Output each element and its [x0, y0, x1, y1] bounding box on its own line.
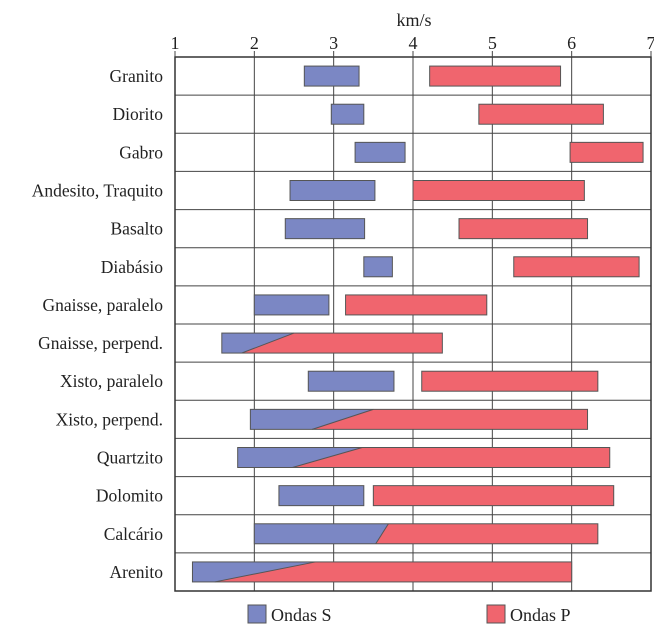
- bars: [191, 65, 644, 583]
- rock-label: Calcário: [104, 524, 164, 544]
- combined-bar-outline: [253, 523, 599, 545]
- rock-label: Diabásio: [101, 257, 163, 277]
- p-wave-bar: [292, 447, 610, 468]
- legend-label-ondas-s: Ondas S: [271, 605, 332, 625]
- s-wave-bar: [237, 447, 363, 468]
- p-wave-bar: [214, 561, 572, 582]
- combined-bar-outline: [237, 447, 611, 468]
- x-tick-label: 7: [647, 33, 654, 53]
- rock-label: Andesito, Traquito: [32, 181, 164, 201]
- p-wave-bar: [312, 409, 588, 430]
- p-wave-bar: [458, 218, 589, 240]
- s-wave-bar: [330, 103, 365, 125]
- x-tick-label: 1: [171, 33, 180, 53]
- rock-label: Gnaisse, perpend.: [38, 333, 163, 353]
- legend: Ondas S Ondas P: [247, 604, 571, 625]
- rock-label: Dolomito: [96, 486, 163, 506]
- x-tick-label: 3: [329, 33, 338, 53]
- rock-label: Arenito: [110, 562, 164, 582]
- p-wave-bar: [513, 256, 640, 278]
- grid: [174, 57, 652, 591]
- s-wave-bar: [289, 180, 376, 201]
- p-wave-bar: [421, 370, 599, 392]
- x-axis-title: km/s: [396, 10, 431, 30]
- rock-label: Granito: [110, 66, 164, 86]
- s-wave-bar: [354, 141, 406, 163]
- combined-bar-outline: [191, 561, 573, 583]
- p-wave-bar: [372, 485, 615, 507]
- x-tick-label: 5: [488, 33, 497, 53]
- p-wave-bar: [345, 294, 488, 316]
- p-wave-bar: [429, 65, 562, 87]
- combined-bar-outline: [249, 408, 589, 430]
- s-wave-bar: [250, 409, 374, 430]
- s-wave-bar: [303, 65, 360, 87]
- sp-divider: [375, 523, 389, 545]
- p-wave-bar: [412, 180, 585, 201]
- sp-divider: [214, 561, 316, 583]
- sp-divider: [241, 332, 295, 354]
- s-wave-bar: [254, 523, 389, 544]
- x-tick-label: 2: [250, 33, 259, 53]
- x-tick-label: 6: [567, 33, 576, 53]
- rock-label: Xisto, paralelo: [60, 371, 163, 391]
- s-wave-bar: [278, 485, 365, 507]
- s-wave-bar: [253, 294, 330, 316]
- s-wave-bar: [363, 256, 393, 278]
- rock-label: Gnaisse, paralelo: [42, 295, 163, 315]
- p-wave-bar: [241, 333, 443, 354]
- p-wave-bar: [569, 141, 644, 163]
- s-wave-bar: [307, 370, 395, 392]
- x-axis-ticks: 1 2 3 4 5 6 7: [171, 33, 654, 57]
- p-wave-bar: [375, 523, 598, 544]
- row-labels: Granito Diorito Gabro Andesito, Traquito Bas…: [32, 66, 164, 582]
- p-wave-bar: [478, 103, 604, 125]
- legend-swatch-ondas-p: [486, 604, 506, 624]
- sp-divider: [292, 447, 363, 468]
- s-wave-bar: [192, 561, 316, 582]
- legend-swatch-ondas-s: [247, 604, 267, 624]
- rock-label: Xisto, perpend.: [56, 409, 163, 429]
- s-wave-bar: [221, 333, 294, 354]
- combined-bar-outline: [221, 332, 443, 354]
- x-tick-label: 4: [409, 33, 418, 53]
- rock-label: Gabro: [119, 142, 163, 162]
- s-wave-bar: [284, 218, 366, 240]
- rock-label: Diorito: [112, 104, 163, 124]
- rock-label: Quartzito: [97, 448, 163, 468]
- sp-divider: [312, 408, 374, 430]
- legend-label-ondas-p: Ondas P: [510, 605, 571, 625]
- rock-label: Basalto: [111, 219, 164, 239]
